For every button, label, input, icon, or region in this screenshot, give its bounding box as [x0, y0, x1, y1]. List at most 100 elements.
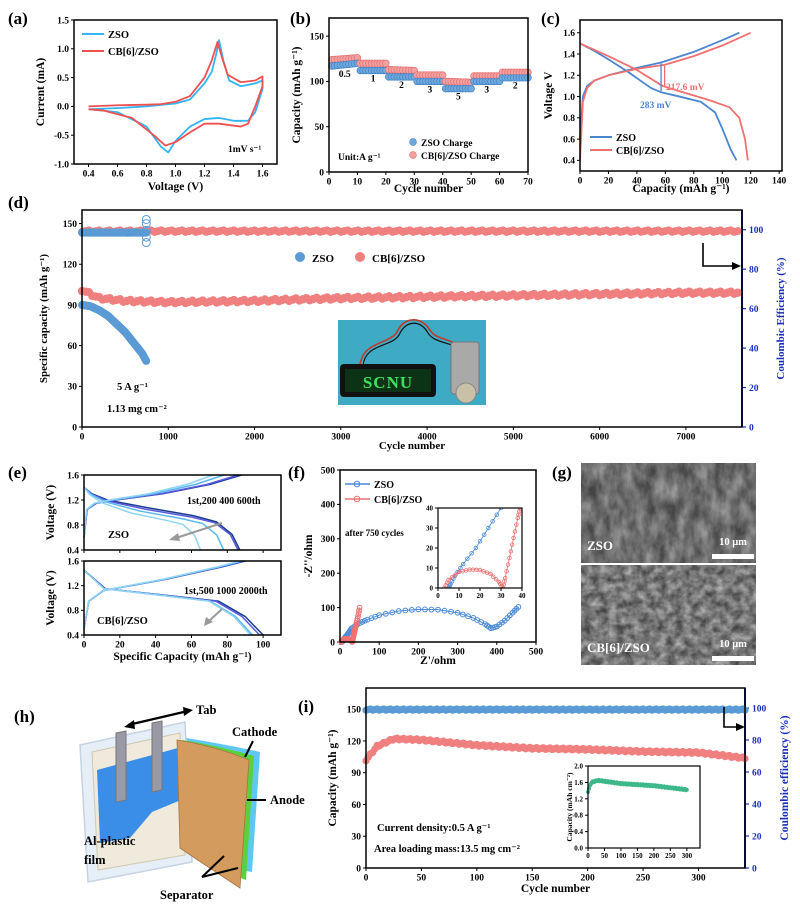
y-axis-label: Current (mA) — [35, 58, 47, 127]
panel-label: (g) — [552, 463, 572, 482]
y-tick-label: -0.5 — [54, 132, 69, 142]
inset-point — [473, 545, 478, 551]
charge-curve-2000 — [83, 560, 241, 629]
zso-efficiency-outlier — [141, 214, 151, 224]
panel-label: (f) — [288, 463, 305, 482]
y-tick-label: 40 — [426, 504, 434, 512]
nyquist-point — [459, 611, 466, 618]
inset-point — [510, 542, 515, 547]
legend-marker — [295, 252, 305, 262]
led-screen — [345, 369, 431, 392]
y-tick-label: 60 — [68, 342, 78, 352]
x-tick-label: 70 — [523, 178, 533, 188]
x-tick-label: 0.4 — [83, 170, 95, 180]
cb-efficiency-point — [733, 227, 742, 236]
areal-capacity-point — [684, 787, 689, 792]
y-tick-label: 1.2 — [67, 582, 79, 592]
inset-point — [477, 539, 483, 544]
nyquist-point — [354, 615, 361, 622]
x-tick-label: 400 — [490, 648, 505, 658]
charge-curve-600 — [83, 474, 214, 538]
y-tick-label: 1.5 — [57, 16, 69, 26]
x-tick-label: 80 — [223, 641, 233, 651]
x-tick-label: 40 — [632, 177, 642, 187]
legend-label: CB[6]/ZSO — [108, 47, 159, 58]
tab-pointer-head — [183, 707, 193, 716]
al-plastic-label: Al-plastic — [84, 834, 136, 848]
right-axis-arrowhead — [732, 262, 741, 270]
x-tick-label: 250 — [636, 874, 651, 884]
cb-voltage-gap-label: 217.6 mV — [666, 83, 705, 93]
separator-pointer — [201, 867, 239, 878]
current-density-label: 5 A g⁻¹ — [117, 382, 148, 393]
chart-i-inset: 0 50 100 150 200 250 300 0.0 0.4 0.8 1.2 1.6 2.0Capa… — [565, 762, 701, 860]
mass-loading-label: Area loading mass:13.5 mg cm⁻² — [374, 844, 520, 855]
panel-label: (b) — [290, 9, 311, 28]
rate-label: 0.5 — [339, 70, 351, 80]
x-tick-label: 1.0 — [170, 170, 182, 180]
sample-label: CB[6]/ZSO — [97, 616, 148, 627]
tab-label: Tab — [196, 703, 216, 717]
y-tick-label: 1.2 — [563, 72, 575, 82]
inset-point — [465, 556, 470, 561]
discharge-curve-200 — [83, 486, 239, 551]
x-tick-label: 60 — [661, 177, 671, 187]
inset-point — [486, 525, 491, 531]
x-tick-label: 4000 — [418, 433, 437, 443]
y-tick-label: 0 — [330, 638, 335, 648]
x-tick-label: 3000 — [331, 433, 350, 443]
x-axis-label: Voltage (V) — [148, 181, 204, 193]
y-tick-label: 1.6 — [67, 557, 79, 567]
inset-point — [458, 565, 463, 571]
chart-f-inset: 0 10 20 30 40 0 10 20 30 40 — [426, 504, 526, 600]
zso-capacity-point — [142, 356, 151, 365]
x-tick-label: 10 — [353, 178, 363, 188]
sem-label: ZSO — [587, 538, 613, 553]
y2-tick-label: 60 — [749, 305, 759, 315]
charge-curve-1 — [579, 31, 752, 161]
x-tick-label: 1.6 — [257, 170, 269, 180]
y-tick-label: 2.0 — [574, 762, 583, 770]
y2-tick-label: 20 — [752, 832, 762, 842]
nyquist-point — [389, 609, 396, 616]
y-tick-label: 0.6 — [563, 135, 575, 145]
cathode-label: Cathode — [232, 725, 278, 739]
plot-frame — [83, 560, 282, 636]
nyquist-point — [448, 608, 454, 615]
fade-arrow — [208, 608, 223, 622]
chart-e_bottom: 0 20 40 60 80 100 0.4 0.8 1.2 1.6 Specific Capacit… — [45, 557, 282, 663]
x-axis-label: Z'/ohm — [420, 655, 456, 667]
x-tick-label: 120 — [744, 177, 759, 187]
x-tick-label: 40 — [151, 641, 161, 651]
inset-point — [482, 532, 487, 537]
y-tick-label: 0.8 — [574, 812, 583, 820]
sem-images: ZSO 10 μm CB[6]/ZSO 10 μm — [581, 463, 756, 665]
rate-label: 3 — [484, 85, 489, 95]
x-axis-label: Specific Capacity (mAh g⁻¹) — [113, 651, 251, 663]
discharge-curve-0 — [579, 42, 738, 161]
chart-f: 0 100 200 300 400 5000100200300400500Z'/ohm-Z… — [303, 466, 543, 667]
x-tick-label: 50 — [601, 852, 609, 860]
chart-e_top: 0.4 0.8 1.2 1.6 Voltage (V) 1st,200 400 600th… — [45, 471, 282, 556]
y-tick-label: 120 — [63, 261, 78, 271]
nyquist-point — [415, 606, 422, 613]
y-tick-label: 90 — [352, 769, 362, 779]
y-tick-label: 0.4 — [563, 157, 575, 167]
sem-image-1 — [581, 565, 756, 665]
legend-marker — [353, 495, 361, 503]
y-tick-label: 0.4 — [67, 546, 79, 556]
y-tick-label: 30 — [68, 383, 78, 393]
y-tick-label: 0.4 — [574, 828, 583, 836]
chart-a: 0.4 0.6 0.8 1.0 1.2 1.4 1.6 -1.0 -0.5 0.0 0.5 1.0 1.… — [35, 16, 278, 193]
chart-i: 0 50 100 150 200 250 300 0 30 60 90 120 150 0 20 40 60 80… — [327, 687, 791, 895]
cv-curve-1 — [88, 40, 264, 147]
inset-point — [504, 569, 509, 574]
y2-axis-label: Coulombic Efficiency (%) — [775, 257, 787, 380]
inset-point — [503, 575, 508, 581]
y-tick-label: 60 — [352, 801, 362, 811]
y2-tick-label: 20 — [749, 384, 759, 394]
tab-1 — [115, 730, 127, 803]
nyquist-point — [356, 607, 362, 614]
coin-cell — [455, 382, 477, 404]
x-tick-label: 40 — [438, 178, 448, 188]
